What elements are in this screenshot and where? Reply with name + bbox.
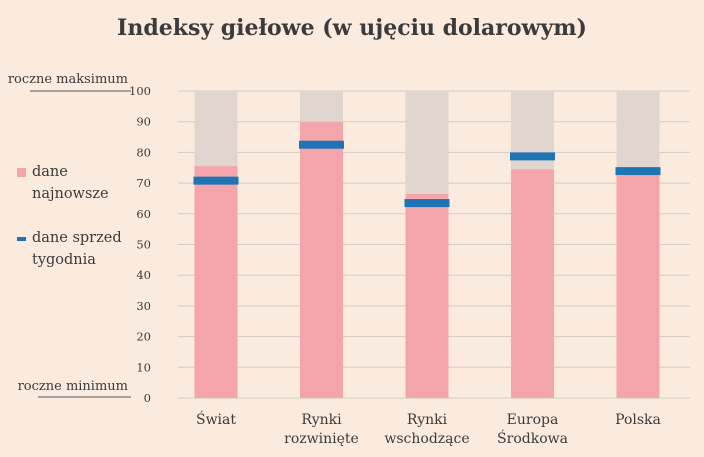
y-range-notes: roczne maksimum roczne minimum bbox=[8, 72, 131, 398]
x-tick-label: Środkowa bbox=[497, 429, 568, 447]
week-ago-marker bbox=[193, 176, 239, 185]
x-tick-label: Rynki bbox=[301, 412, 342, 428]
bar bbox=[194, 166, 238, 398]
y-tick-label: 20 bbox=[136, 330, 151, 344]
y-tick-label: 70 bbox=[136, 176, 151, 190]
y-tick-label: 60 bbox=[136, 207, 151, 221]
legend-label: dane bbox=[32, 164, 68, 180]
legend-swatch-latest bbox=[17, 168, 26, 177]
y-tick-label: 80 bbox=[136, 145, 151, 159]
y-tick-label: 30 bbox=[136, 299, 151, 313]
y-tick-label: 90 bbox=[136, 115, 151, 129]
y-top-label: roczne maksimum bbox=[8, 72, 128, 87]
week-ago-marker bbox=[404, 199, 450, 208]
week-ago-marker bbox=[510, 152, 555, 161]
bar bbox=[511, 169, 554, 398]
bars-layer bbox=[193, 91, 661, 398]
x-tick-label: Polska bbox=[615, 412, 661, 428]
legend-label: najnowsze bbox=[32, 186, 109, 202]
legend-label: dane sprzed bbox=[32, 230, 122, 246]
y-tick-label: 50 bbox=[136, 238, 151, 252]
y-bottom-label: roczne minimum bbox=[18, 379, 128, 394]
chart-title: Indeksy giełowe (w ujęciu dolarowym) bbox=[117, 15, 587, 41]
x-tick-label: rozwinięte bbox=[284, 431, 359, 447]
week-ago-marker bbox=[299, 140, 344, 149]
bar bbox=[616, 175, 660, 398]
x-tick-label: Rynki bbox=[407, 412, 448, 428]
legend-swatch-week-ago bbox=[17, 237, 26, 241]
legend-label: tygodnia bbox=[32, 252, 96, 268]
y-tick-label: 40 bbox=[136, 268, 151, 282]
bar bbox=[405, 193, 449, 398]
y-axis: 0 10 20 30 40 50 60 70 80 90 100 bbox=[129, 84, 151, 405]
y-tick-label: 10 bbox=[136, 360, 151, 374]
x-tick-label: Świat bbox=[196, 410, 236, 428]
legend: dane najnowsze dane sprzed tygodnia bbox=[17, 164, 122, 268]
bar bbox=[300, 121, 343, 398]
x-tick-label: wschodzące bbox=[384, 431, 469, 447]
y-tick-label: 0 bbox=[144, 391, 151, 405]
x-axis: Świat Rynki rozwinięte Rynki wschodzące Europ… bbox=[196, 410, 661, 447]
week-ago-marker bbox=[615, 167, 661, 176]
x-tick-label: Europa bbox=[507, 412, 559, 428]
y-tick-label: 100 bbox=[129, 84, 151, 98]
